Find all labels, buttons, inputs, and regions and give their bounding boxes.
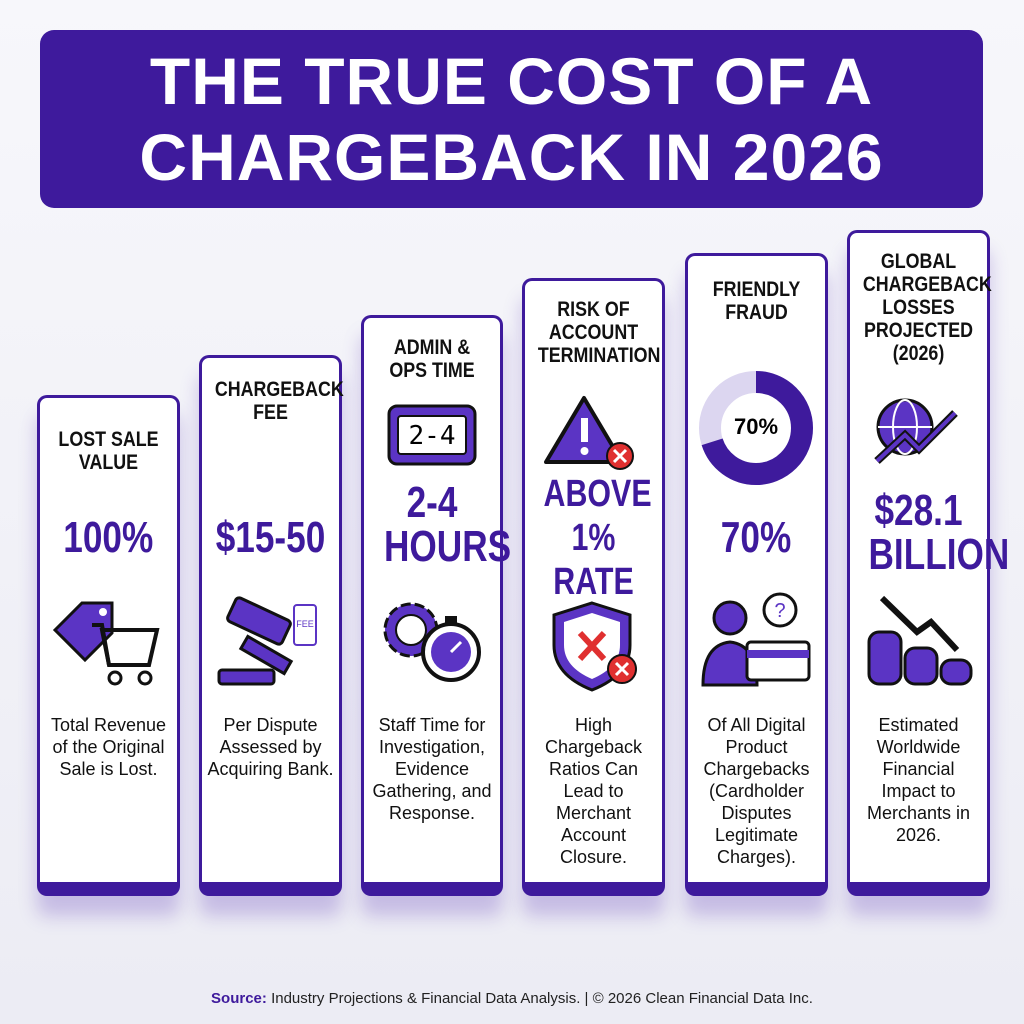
globe-icon xyxy=(874,398,958,464)
stat-text: $28.1 BILLION xyxy=(868,486,1010,579)
card xyxy=(847,230,990,896)
title: THE TRUE COST OF A CHARGEBACK IN 2026 xyxy=(139,44,884,194)
card-heading: FRIENDLY FRAUD xyxy=(712,278,801,324)
card-heading: ADMIN & OPS TIME xyxy=(389,336,475,382)
card-column: RISK OF ACCOUNT TERMINATION ABOVE 1% RAT… xyxy=(522,0,665,1024)
donut-label: 70% xyxy=(734,414,778,439)
card-description: Estimated Worldwide Financial Impact to … xyxy=(866,715,971,845)
source-text: Industry Projections & Financial Data An… xyxy=(271,990,813,1007)
card xyxy=(522,278,665,896)
tag-cart-icon xyxy=(52,601,160,686)
card-description: Total Revenue of the Original Sale is Lo… xyxy=(50,715,167,779)
card xyxy=(685,253,828,896)
card xyxy=(361,315,503,896)
card-stat: $28.1 BILLION xyxy=(847,478,1010,588)
card-column: GLOBAL CHARGEBACK LOSSES PROJECTED (2026… xyxy=(847,0,1010,1024)
warning-icon xyxy=(544,396,634,470)
card-heading: CHARGEBACK FEE xyxy=(214,378,344,424)
clock-text: 2-4 xyxy=(409,421,456,451)
svg-text:?: ? xyxy=(774,600,785,622)
gavel-icon: FEE xyxy=(217,596,317,686)
donut-chart: 70% xyxy=(699,371,813,485)
card-description: Per Dispute Assessed by Acquiring Bank. xyxy=(207,715,334,779)
card-stat: 100% xyxy=(37,495,180,580)
shield-icon xyxy=(552,601,637,692)
card-heading: RISK OF ACCOUNT TERMINATION xyxy=(537,298,661,367)
gear-stopwatch-icon xyxy=(383,602,481,682)
stat-text: $15-50 xyxy=(215,512,326,562)
card-heading: GLOBAL CHARGEBACK LOSSES PROJECTED (2026… xyxy=(862,250,992,365)
card-stat: $15-50 xyxy=(199,495,342,580)
title-banner: THE TRUE COST OF A CHARGEBACK IN 2026 xyxy=(40,30,983,208)
card-column: FRIENDLY FRAUD 70% 70% ? Of All Digital … xyxy=(685,0,828,1024)
clock-icon: 2-4 xyxy=(387,404,477,466)
card-heading: LOST SALE VALUE xyxy=(58,428,159,474)
source-label: Source: xyxy=(211,990,267,1007)
tag-text: FEE xyxy=(296,619,314,629)
card-stat: 2-4 HOURS xyxy=(361,470,512,580)
card-column: CHARGEBACK FEE $15-50 FEE Per Dispute As… xyxy=(199,0,344,1024)
card-column: ADMIN & OPS TIME 2-4 2-4 HOURS Staff Tim… xyxy=(361,0,512,1024)
person-card-icon: ? xyxy=(701,592,811,687)
stat-text: 2-4 HOURS xyxy=(384,478,512,571)
card-description: High Chargeback Ratios Can Lead to Merch… xyxy=(544,715,643,867)
card xyxy=(37,395,180,896)
card-stat: ABOVE 1% RATE xyxy=(522,473,665,603)
card-description: Staff Time for Investigation, Evidence G… xyxy=(372,715,492,823)
card-description: Of All Digital Product Chargebacks (Card… xyxy=(703,715,810,867)
donut-arc xyxy=(699,371,813,485)
card-column: LOST SALE VALUE 100% Total Revenue of th… xyxy=(37,0,180,1024)
coins-icon xyxy=(867,595,973,686)
stat-text: ABOVE 1% RATE xyxy=(543,472,652,603)
footer: Source: Industry Projections & Financial… xyxy=(0,990,1024,1007)
stat-text: 70% xyxy=(721,512,792,562)
stat-text: 100% xyxy=(63,512,154,562)
card-stat: 70% xyxy=(685,495,828,580)
